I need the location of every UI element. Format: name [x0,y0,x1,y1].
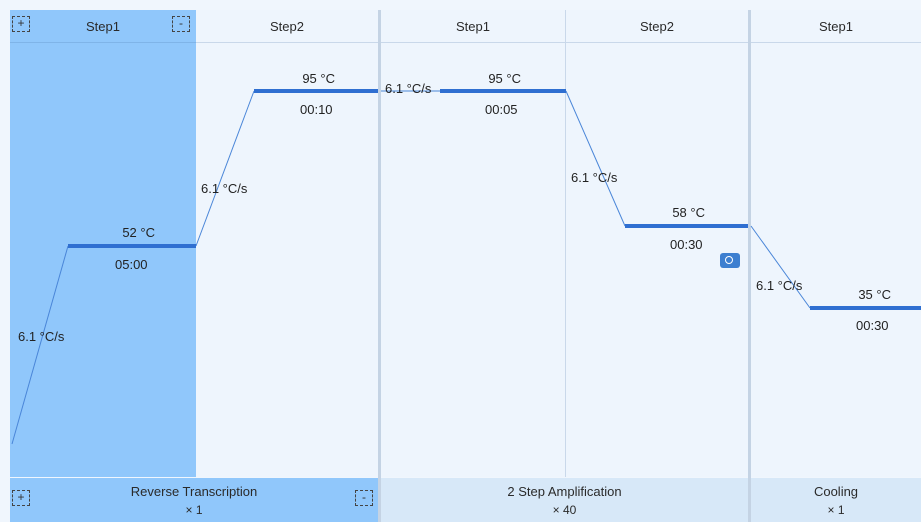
step-column-rt-step1[interactable]: Step1 [10,10,196,477]
ramp-line [195,90,255,247]
data-collection-camera-icon[interactable] [720,253,740,268]
step-hold-time[interactable]: 05:00 [115,257,148,272]
add-stage-icon[interactable]: + [12,490,30,506]
step-hold-time[interactable]: 00:30 [856,318,889,333]
add-step-icon[interactable]: + [12,16,30,32]
step-column-rt-step2[interactable]: Step2 [196,10,379,477]
step-hold-time[interactable]: 00:30 [670,237,703,252]
stage-name: Reverse Transcription [130,484,258,499]
remove-stage-icon[interactable]: - [355,490,373,506]
step-temperature[interactable]: 58 °C [672,205,705,220]
stage-name: Cooling [813,484,859,499]
ramp-rate[interactable]: 6.1 °C/s [18,329,65,344]
ramp-rate[interactable]: 6.1 °C/s [756,278,803,293]
ramp-line [750,225,811,309]
ramp-rate[interactable]: 6.1 °C/s [571,170,618,185]
step-temperature[interactable]: 95 °C [488,71,521,86]
ramp-rate[interactable]: 6.1 °C/s [201,181,248,196]
ramp-line [11,245,69,445]
ramp-rate[interactable]: 6.1 °C/s [385,81,432,96]
stage-footer-amplification[interactable]: 2 Step Amplification × 40 [381,478,748,522]
step-header: Step1 [751,10,921,43]
stage-footer-cooling[interactable]: Cooling × 1 [751,478,921,522]
ramp-line [565,90,626,227]
step-temperature[interactable]: 52 °C [122,225,155,240]
step-temperature[interactable]: 35 °C [858,287,891,302]
step-column-cool-step1[interactable]: Step1 [751,10,921,477]
stage-divider [378,10,381,522]
stage-divider [748,10,751,522]
stage-repeat-count[interactable]: × 40 [552,503,577,517]
step-hold-time[interactable]: 00:05 [485,102,518,117]
step-hold-time[interactable]: 00:10 [300,102,333,117]
stage-repeat-count[interactable]: × 1 [185,503,203,517]
step-header: Step1 [381,10,565,43]
stage-name: 2 Step Amplification [507,484,622,499]
step-column-amp-step2[interactable]: Step2 [566,10,749,477]
step-column-amp-step1[interactable]: Step1 [381,10,566,477]
step-temperature[interactable]: 95 °C [302,71,335,86]
step-header: Step2 [566,10,748,43]
remove-step-icon[interactable]: - [172,16,190,32]
stage-repeat-count[interactable]: × 1 [827,503,845,517]
step-header: Step2 [196,10,378,43]
stage-footer-reverse-transcription[interactable]: Reverse Transcription × 1 [10,478,378,522]
step-header: Step1 [10,10,196,43]
